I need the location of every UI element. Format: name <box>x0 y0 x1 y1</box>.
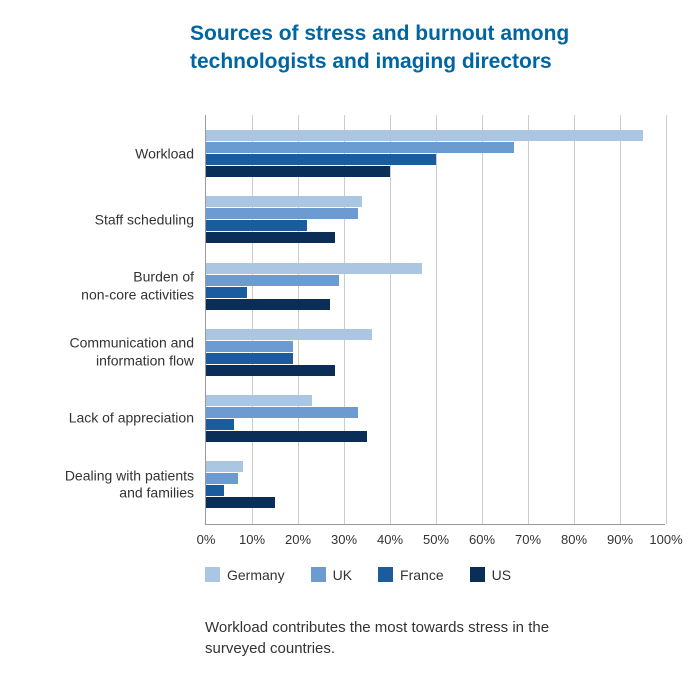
bar <box>206 130 643 141</box>
chart-caption: Workload contributes the most towards st… <box>205 617 585 659</box>
bar <box>206 275 339 286</box>
category-label: Dealing with patientsand families <box>29 467 194 502</box>
bar <box>206 287 247 298</box>
bar <box>206 232 335 243</box>
x-tick-label: 80% <box>561 532 587 547</box>
category-label: Burden ofnon-core activities <box>29 269 194 304</box>
bar-group: Burden ofnon-core activities <box>206 258 665 314</box>
x-tick-label: 30% <box>331 532 357 547</box>
x-tick-label: 0% <box>197 532 216 547</box>
bar <box>206 196 362 207</box>
chart-plot-area: Workload Staff scheduling Burden ofnon-cor… <box>205 115 665 525</box>
bar <box>206 220 307 231</box>
gridline <box>666 115 667 524</box>
legend-swatch <box>378 567 393 582</box>
bar-group: Lack of appreciation <box>206 390 665 446</box>
x-tick-label: 50% <box>423 532 449 547</box>
legend: Germany UK France US <box>205 567 670 583</box>
chart-container: Sources of stress and burnout among tech… <box>0 0 700 679</box>
x-tick-label: 40% <box>377 532 403 547</box>
legend-item: Germany <box>205 567 285 583</box>
legend-label: France <box>400 567 444 583</box>
x-tick-label: 20% <box>285 532 311 547</box>
legend-item: UK <box>311 567 352 583</box>
legend-swatch <box>311 567 326 582</box>
bar <box>206 154 436 165</box>
bar <box>206 329 372 340</box>
bar <box>206 395 312 406</box>
bar-group: Communication andinformation flow <box>206 324 665 380</box>
bar <box>206 419 234 430</box>
bar <box>206 299 330 310</box>
bar <box>206 497 275 508</box>
legend-swatch <box>470 567 485 582</box>
category-label: Communication andinformation flow <box>29 335 194 370</box>
bar <box>206 407 358 418</box>
category-label: Staff scheduling <box>29 211 194 229</box>
x-tick-label: 70% <box>515 532 541 547</box>
bar <box>206 341 293 352</box>
category-label: Lack of appreciation <box>29 410 194 428</box>
x-tick-label: 60% <box>469 532 495 547</box>
bar <box>206 431 367 442</box>
bar <box>206 166 390 177</box>
legend-item: France <box>378 567 444 583</box>
legend-label: US <box>492 567 511 583</box>
bar-group: Dealing with patientsand families <box>206 457 665 513</box>
bar <box>206 353 293 364</box>
bar <box>206 142 514 153</box>
bar-group: Staff scheduling <box>206 192 665 248</box>
category-label: Workload <box>29 145 194 163</box>
bar <box>206 263 422 274</box>
x-tick-label: 90% <box>607 532 633 547</box>
legend-label: UK <box>333 567 352 583</box>
bar <box>206 365 335 376</box>
bar <box>206 461 243 472</box>
bar <box>206 473 238 484</box>
chart-title: Sources of stress and burnout among tech… <box>190 20 610 77</box>
legend-swatch <box>205 567 220 582</box>
x-tick-label: 100% <box>649 532 682 547</box>
bar-group: Workload <box>206 126 665 182</box>
x-tick-label: 10% <box>239 532 265 547</box>
legend-item: US <box>470 567 511 583</box>
bar <box>206 485 224 496</box>
bar-groups: Workload Staff scheduling Burden ofnon-cor… <box>206 115 665 524</box>
bar <box>206 208 358 219</box>
legend-label: Germany <box>227 567 285 583</box>
